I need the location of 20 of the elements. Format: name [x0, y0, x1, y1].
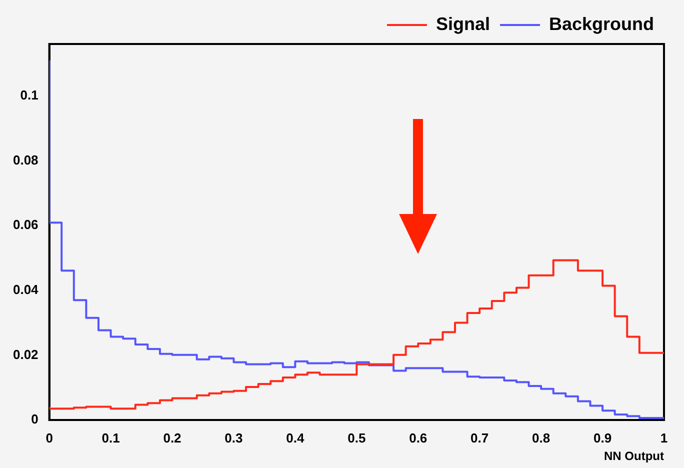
y-tick-label: 0.1 — [20, 87, 38, 102]
x-tick-label: 0.8 — [532, 430, 550, 446]
x-axis-title: NN Output — [604, 449, 664, 464]
x-tick-label: 0.2 — [163, 430, 182, 446]
x-tick-label: 0 — [46, 430, 53, 446]
y-tick-label: 0 — [31, 412, 38, 427]
x-tick-label: 0.3 — [224, 430, 243, 446]
x-tick-label: 1 — [660, 430, 668, 446]
legend-label: Background — [548, 14, 654, 34]
x-tick-label: 0.1 — [102, 430, 120, 446]
y-tick-label: 0.04 — [12, 282, 40, 297]
y-tick-label: 0.06 — [12, 217, 38, 232]
x-tick-label: 0.6 — [409, 430, 428, 446]
x-tick-label: 0.4 — [286, 430, 305, 446]
legend-label: Signal — [436, 14, 490, 34]
x-tick-label: 0.5 — [348, 430, 366, 446]
y-tick-label: 0.02 — [12, 346, 38, 362]
x-tick-label: 0.9 — [593, 430, 612, 446]
y-tick-label: 0.08 — [12, 152, 38, 168]
x-tick-label: 0.7 — [470, 430, 489, 446]
